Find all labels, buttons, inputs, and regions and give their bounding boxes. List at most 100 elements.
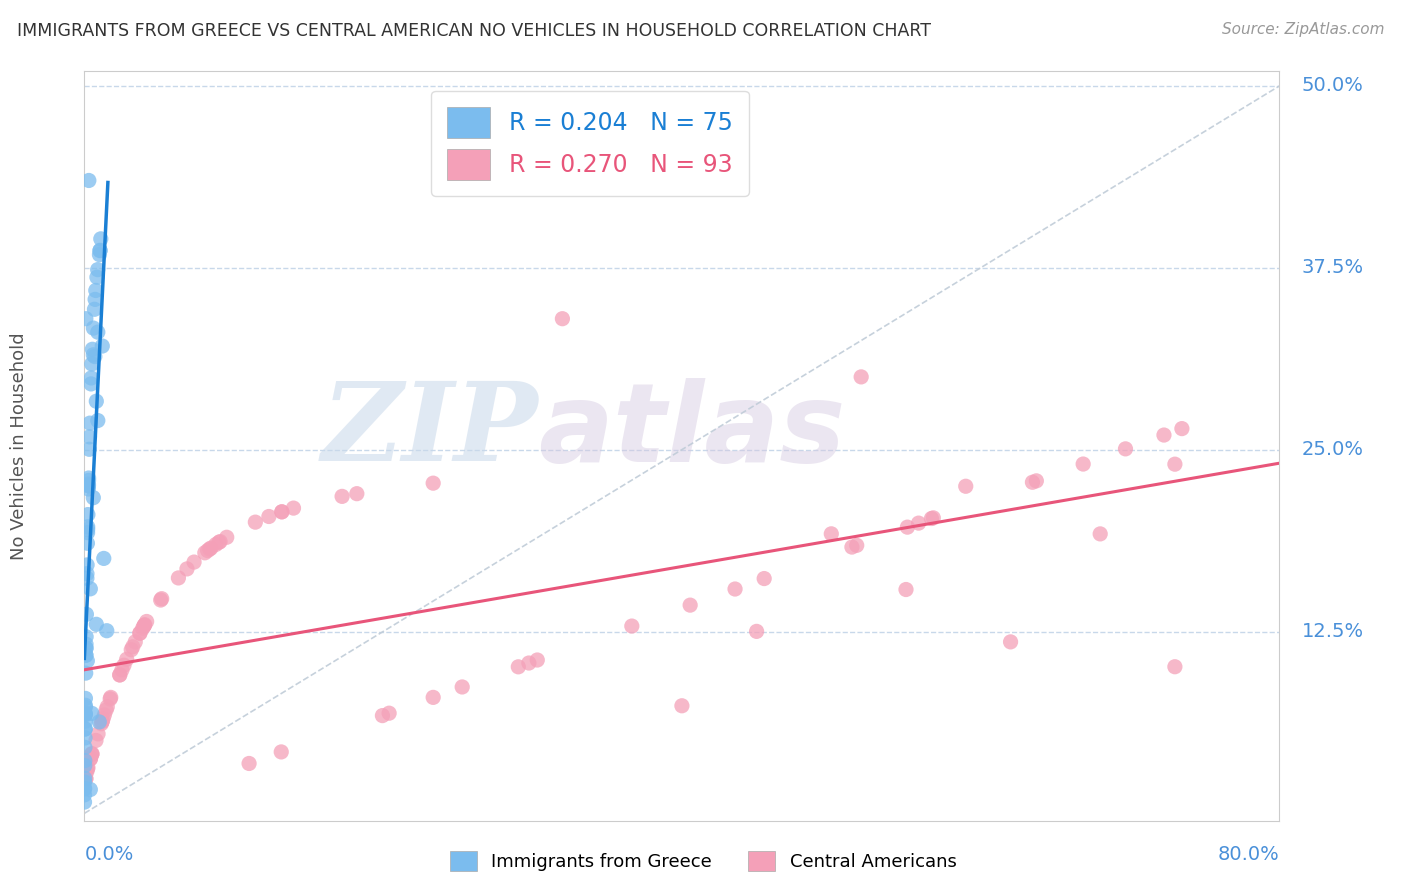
Point (79, 430, 101, 444)
Text: 12.5%: 12.5% (1302, 622, 1364, 641)
Point (84, 293, 107, 307)
Point (346, 486, 368, 500)
Point (75, 706, 97, 721)
Point (75, 772, 97, 786)
Point (134, 618, 156, 632)
Point (75, 641, 97, 656)
Point (75, 714, 97, 728)
Point (79, 582, 101, 596)
Point (183, 555, 205, 569)
Point (80, 747, 103, 761)
Point (73, 771, 96, 785)
Point (1153, 428, 1175, 442)
Text: 25.0%: 25.0% (1302, 440, 1364, 459)
Point (73, 740, 96, 755)
Text: No Vehicles in Household: No Vehicles in Household (10, 332, 28, 560)
Point (83, 350, 105, 364)
Point (115, 652, 138, 666)
Point (1021, 475, 1043, 490)
Point (198, 541, 221, 556)
Point (270, 745, 292, 759)
Point (84, 284, 107, 298)
Point (270, 505, 292, 519)
Point (209, 534, 232, 549)
Point (86, 270, 108, 285)
Point (82, 343, 104, 357)
Point (176, 562, 198, 576)
Point (215, 530, 238, 544)
Point (73, 781, 96, 796)
Point (79, 751, 101, 765)
Point (754, 572, 776, 586)
Point (150, 591, 173, 606)
Point (83, 302, 105, 317)
Point (80, 371, 103, 385)
Point (671, 698, 693, 713)
Point (75, 700, 97, 714)
Point (80, 706, 103, 721)
Point (90, 716, 112, 731)
Point (76, 536, 98, 550)
Point (378, 706, 401, 721)
Point (451, 680, 474, 694)
Point (422, 476, 444, 491)
Point (508, 660, 530, 674)
Point (121, 640, 143, 654)
Point (167, 571, 190, 585)
Point (73, 754, 96, 768)
Text: ZIP: ZIP (322, 377, 538, 484)
Point (73, 775, 96, 789)
Point (75, 707, 97, 722)
Point (955, 479, 977, 493)
Point (920, 511, 942, 525)
Point (75, 691, 97, 706)
Point (820, 526, 842, 541)
Text: atlas: atlas (538, 377, 846, 484)
Point (112, 658, 135, 673)
Point (194, 546, 217, 560)
Point (87, 727, 110, 741)
Point (75, 698, 97, 713)
Legend: R = 0.204   N = 75, R = 0.270   N = 93: R = 0.204 N = 75, R = 0.270 N = 93 (430, 91, 749, 196)
Point (89, 244, 111, 258)
Point (200, 541, 222, 555)
Text: IMMIGRANTS FROM GREECE VS CENTRAL AMERICAN NO VEHICLES IN HOUSEHOLD CORRELATION : IMMIGRANTS FROM GREECE VS CENTRAL AMERIC… (17, 22, 931, 40)
Point (149, 593, 172, 607)
Text: 50.0%: 50.0% (1302, 77, 1364, 95)
Point (84, 733, 107, 747)
Point (75, 708, 97, 723)
Point (73, 731, 96, 745)
Point (907, 516, 929, 530)
Text: 37.5%: 37.5% (1302, 259, 1364, 277)
Point (120, 642, 142, 657)
Point (77, 173, 100, 187)
Point (80, 376, 103, 391)
Point (75, 637, 97, 651)
Point (82, 491, 104, 505)
Point (89, 714, 111, 729)
Point (76, 520, 98, 534)
Point (76, 762, 98, 776)
Point (111, 663, 134, 677)
Point (75, 630, 97, 644)
Point (96, 699, 118, 714)
Point (128, 626, 150, 640)
Point (86, 394, 108, 409)
Point (76, 571, 98, 585)
Text: 80.0%: 80.0% (1218, 846, 1279, 864)
Point (91, 712, 114, 726)
Point (517, 656, 540, 670)
Point (91, 714, 114, 729)
Point (108, 668, 131, 682)
Point (745, 624, 768, 639)
Text: 0.0%: 0.0% (84, 846, 134, 864)
Point (77, 471, 100, 485)
Point (93, 708, 115, 723)
Point (77, 479, 100, 493)
Point (96, 624, 118, 638)
Point (132, 619, 155, 633)
Point (77, 478, 100, 492)
Point (87, 325, 110, 339)
Point (87, 413, 110, 427)
Point (76, 654, 98, 668)
